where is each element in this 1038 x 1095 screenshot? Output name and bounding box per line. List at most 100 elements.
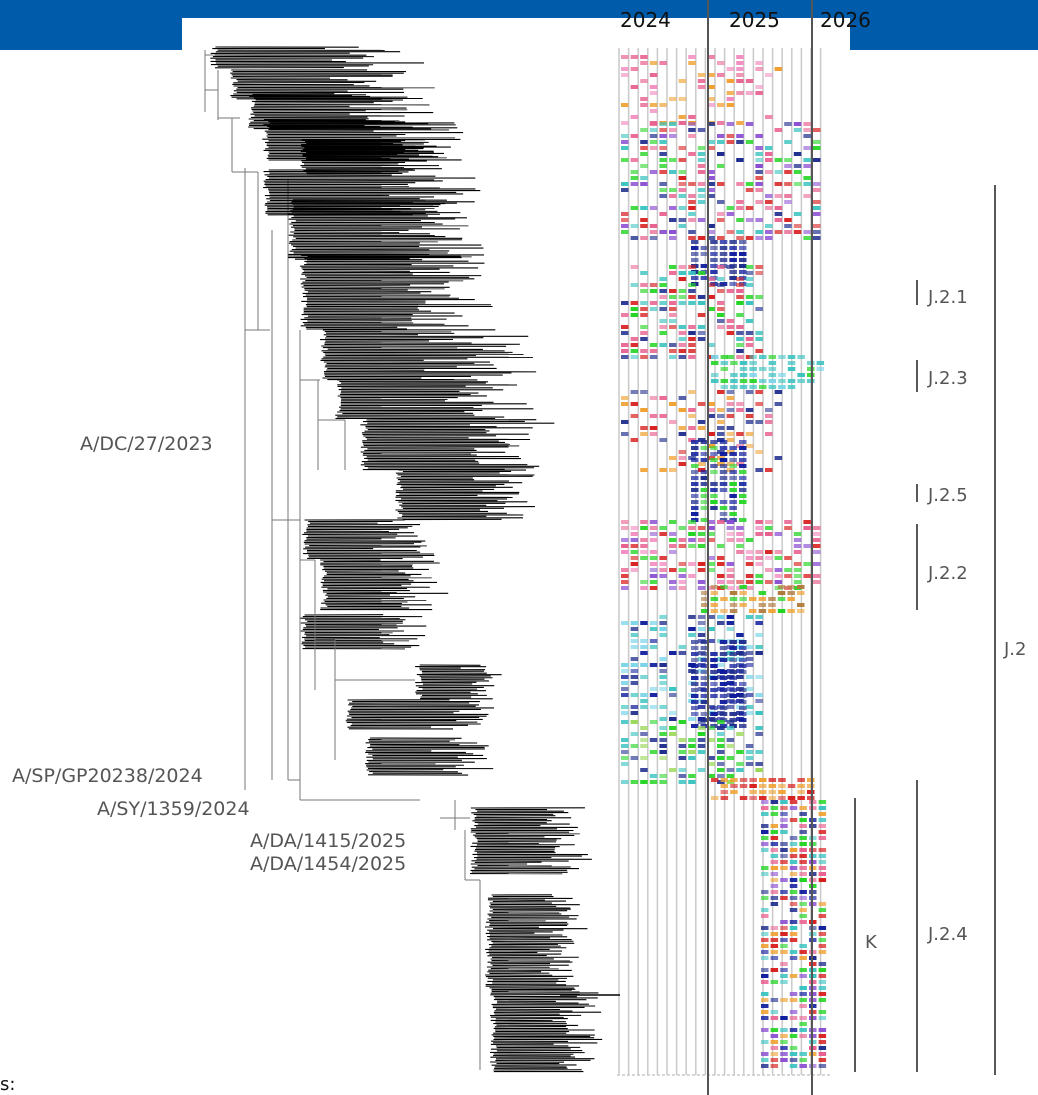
heat-cell [799,872,807,876]
heat-cell [719,658,728,662]
heat-cell [710,270,718,274]
heat-cell [745,657,754,661]
heat-cell [717,152,725,156]
heat-cell [803,122,811,126]
heat-cell [729,676,737,680]
heat-cell [726,67,735,71]
heat-cell [813,550,821,554]
heat-cell [770,926,779,930]
clade-label-j24: J.2.4 [927,924,968,945]
heat-cell [739,591,747,595]
heat-cell [780,866,788,870]
heat-cell [659,301,667,305]
heat-cell [729,240,737,244]
heat-cell [640,538,648,542]
clade-label-j25: J.2.5 [927,485,968,506]
heat-cell [621,134,629,138]
heat-cell [739,646,747,650]
heat-cell [770,824,779,828]
heat-cell [726,122,735,126]
heat-cell [726,265,735,269]
heat-cell [640,218,648,222]
heat-cell [726,705,735,709]
heat-cell [710,500,718,504]
heat-cell [697,188,706,192]
heat-cell [621,103,629,107]
heat-cell [799,992,807,996]
heat-cell [803,158,811,162]
heat-cell [678,651,687,655]
heat-cell [659,687,667,691]
heat-cell [726,396,735,400]
heat-cell [649,134,658,138]
heat-cell [640,645,648,649]
heat-cell [729,670,737,674]
heat-cell [649,122,658,126]
heat-cell [745,277,754,281]
heat-cell [707,307,715,311]
heat-cell [736,206,744,210]
heat-cell [745,331,754,335]
heat-cell [726,726,735,730]
heat-cell [761,1004,769,1008]
heat-cell [768,790,777,794]
heat-cell [765,115,773,119]
heat-cell [799,818,807,822]
heat-cell [784,520,792,524]
heat-cell [761,926,769,930]
heat-cell [793,170,802,174]
heat-cell [711,361,719,365]
heat-cell [678,526,687,530]
heat-cell [745,663,754,667]
heat-cell [630,693,639,697]
heat-cell [755,295,763,299]
heat-cell [717,420,725,424]
heat-cell [717,236,725,240]
heat-cell [659,562,667,566]
heat-cell [719,652,728,656]
year-label-2025: 2025 [729,8,780,32]
heat-cell [717,426,725,430]
heat-cell [669,468,677,472]
heat-cell [719,476,728,480]
heat-cell [768,603,776,607]
heat-cell [774,170,783,174]
heat-cell [761,830,769,834]
heat-cell [813,562,821,566]
heat-cell [729,694,737,698]
heat-cell [649,206,658,210]
heat-cell [813,146,821,150]
heat-cell [701,591,709,595]
heat-cell [630,675,639,679]
heat-cell [749,385,757,389]
heat-cell [707,277,715,281]
heat-cell [691,252,699,256]
heat-cell [640,331,648,335]
heat-cell [774,456,783,460]
heat-cell [789,956,798,960]
heat-cell [717,580,725,584]
heat-cell [659,128,667,132]
heat-cell [807,379,815,383]
strain-label-da-1454-2025: A/DA/1454/2025 [250,853,406,875]
heat-cell [691,700,699,704]
heat-cell [807,790,815,794]
heat-cell [793,164,802,168]
heat-cell [818,986,827,990]
heat-cell [707,520,715,524]
heat-cell [630,711,639,715]
heat-cell [759,790,767,794]
heat-cell [621,67,629,71]
heat-cell [719,676,728,680]
heat-cell [669,456,677,460]
heat-cell [726,586,735,590]
heat-cell [719,252,728,256]
heat-cell [789,902,798,906]
heat-cell [745,432,754,436]
heat-cell [691,706,699,710]
heat-cell [669,158,677,162]
heat-cell [780,890,788,894]
heat-cell [640,97,648,101]
heat-cell [707,562,715,566]
heat-cell [659,283,667,287]
